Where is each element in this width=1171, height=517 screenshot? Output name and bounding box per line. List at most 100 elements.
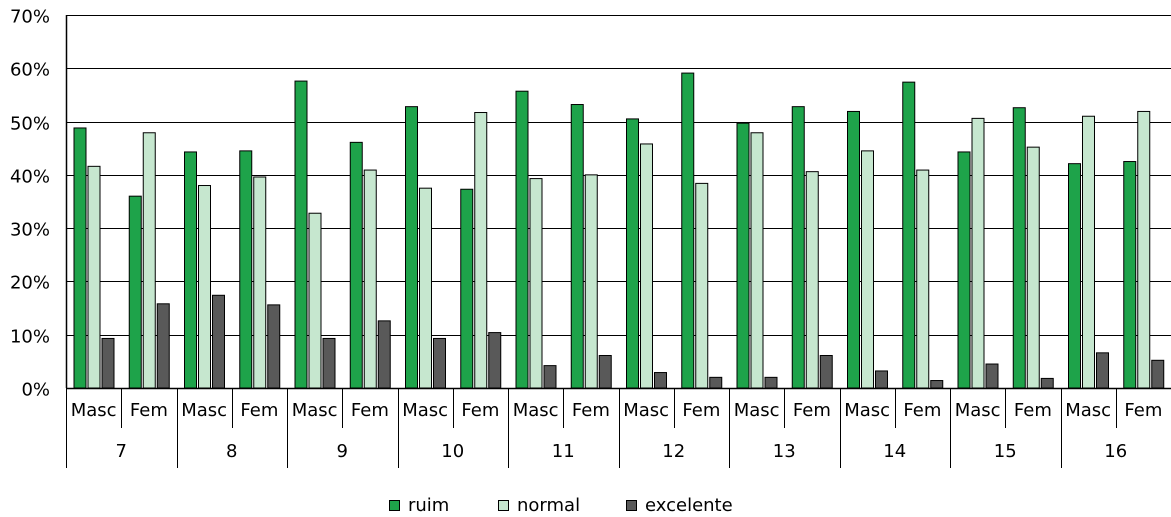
bar-normal (916, 169, 930, 389)
legend-item-excelente: excelente (626, 495, 733, 516)
bar-ruim (515, 90, 529, 389)
bar-excelente (543, 365, 557, 389)
bar-excelente (267, 304, 281, 389)
y-tick-label: 20% (10, 273, 50, 294)
y-tick-label: 10% (10, 327, 50, 348)
bar-ruim (736, 122, 750, 389)
x-group-label: 11 (552, 441, 575, 462)
bar-ruim (681, 72, 695, 389)
x-tick-label: Masc (623, 400, 669, 421)
x-tick-label: Fem (1124, 400, 1162, 421)
x-group-label: 13 (773, 441, 796, 462)
x-tick-label: Masc (71, 400, 117, 421)
x-group-label: 9 (337, 441, 348, 462)
bar-excelente (654, 372, 667, 389)
x-tick-label: Masc (1065, 400, 1111, 421)
legend-swatch-ruim (389, 500, 400, 511)
x-group-label: 8 (226, 441, 237, 462)
y-tick-label: 60% (10, 60, 50, 81)
y-tick-label: 40% (10, 167, 50, 188)
bar-ruim (1012, 107, 1026, 389)
legend-label-ruim: ruim (408, 495, 450, 516)
x-tick-label: Fem (793, 400, 831, 421)
legend-swatch-normal (498, 500, 509, 511)
bar-ruim (570, 104, 584, 389)
bar-normal (584, 174, 598, 389)
y-tick-label: 0% (21, 380, 50, 401)
x-group-label: 15 (994, 441, 1017, 462)
bar-normal (253, 176, 267, 389)
bar-excelente (322, 337, 336, 389)
bar-excelente (764, 376, 778, 389)
bar-normal (142, 132, 156, 389)
bar-ruim (73, 127, 87, 389)
bar-excelente (488, 332, 502, 389)
bar-excelente (819, 354, 833, 389)
bar-normal (695, 182, 709, 389)
bar-excelente (875, 370, 888, 389)
bar-ruim (460, 188, 474, 389)
bar-normal (308, 212, 322, 389)
x-group-label: 7 (116, 441, 127, 462)
x-group-label: 12 (662, 441, 685, 462)
bar-ruim (626, 118, 639, 389)
bar-ruim (902, 81, 916, 389)
bar-normal (640, 143, 653, 389)
legend: ruim normal excelente (0, 495, 1171, 517)
x-group-label: 14 (883, 441, 906, 462)
bar-normal (1082, 115, 1095, 389)
y-tick-label: 50% (10, 114, 50, 135)
bar-excelente (101, 337, 115, 389)
bar-excelente (1151, 359, 1165, 389)
bar-excelente (212, 294, 225, 389)
x-group-label: 10 (441, 441, 464, 462)
bar-normal (861, 150, 874, 389)
bar-excelente (377, 320, 391, 389)
x-tick-label: Fem (461, 400, 499, 421)
legend-swatch-excelente (626, 500, 637, 511)
bar-normal (1026, 146, 1040, 389)
bar-normal (87, 165, 101, 389)
x-tick-label: Masc (513, 400, 559, 421)
x-group-label: 16 (1104, 441, 1127, 462)
bar-excelente (985, 363, 999, 389)
x-tick-label: Fem (240, 400, 278, 421)
bar-ruim (128, 195, 142, 389)
bar-normal (971, 117, 985, 389)
bar-excelente (156, 303, 170, 389)
x-tick-label: Fem (130, 400, 168, 421)
x-tick-label: Masc (181, 400, 227, 421)
bar-normal (805, 171, 819, 389)
x-tick-label: Fem (572, 400, 610, 421)
bar-ruim (294, 80, 308, 389)
y-tick-label: 70% (10, 7, 50, 28)
bar-excelente (930, 380, 944, 389)
bar-normal (198, 185, 211, 389)
legend-label-normal: normal (517, 495, 581, 516)
bar-excelente (1040, 377, 1054, 389)
legend-item-ruim: ruim (389, 495, 449, 516)
bar-excelente (598, 354, 612, 389)
bar-normal (474, 112, 488, 389)
bar-normal (750, 132, 764, 389)
bar-ruim (847, 110, 860, 389)
bar-ruim (405, 106, 418, 389)
legend-item-normal: normal (498, 495, 580, 516)
x-tick-label: Masc (292, 400, 338, 421)
y-tick-label: 30% (10, 220, 50, 241)
bar-ruim (349, 141, 363, 389)
bar-excelente (709, 376, 723, 389)
x-tick-label: Fem (1014, 400, 1052, 421)
x-tick-label: Fem (903, 400, 941, 421)
x-tick-label: Masc (402, 400, 448, 421)
bar-normal (363, 169, 377, 389)
x-tick-label: Fem (682, 400, 720, 421)
bar-excelente (1096, 352, 1109, 389)
x-tick-label: Masc (844, 400, 890, 421)
bar-ruim (1123, 161, 1137, 389)
bar-normal (529, 178, 543, 389)
bar-excelente (433, 337, 446, 389)
legend-label-excelente: excelente (645, 495, 733, 516)
x-tick-label: Masc (955, 400, 1001, 421)
bar-ruim (184, 151, 197, 389)
